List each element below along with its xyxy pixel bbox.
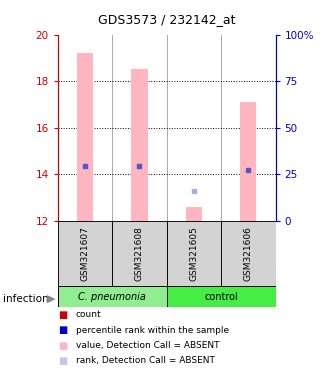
Text: ■: ■ <box>58 325 67 335</box>
Text: GSM321607: GSM321607 <box>81 226 89 281</box>
Bar <box>167 221 221 286</box>
Text: infection: infection <box>3 294 49 304</box>
Text: GSM321606: GSM321606 <box>244 226 253 281</box>
Text: C. pneumonia: C. pneumonia <box>78 291 146 302</box>
Bar <box>186 207 202 221</box>
Bar <box>58 286 167 307</box>
Bar <box>240 102 256 221</box>
Bar <box>167 286 276 307</box>
Bar <box>131 70 148 221</box>
Bar <box>112 221 167 286</box>
Text: count: count <box>76 310 102 319</box>
Bar <box>77 53 93 221</box>
Text: control: control <box>204 291 238 302</box>
Text: ■: ■ <box>58 356 67 366</box>
Text: GSM321608: GSM321608 <box>135 226 144 281</box>
Text: percentile rank within the sample: percentile rank within the sample <box>76 326 229 335</box>
Text: ▶: ▶ <box>47 294 55 304</box>
Text: value, Detection Call = ABSENT: value, Detection Call = ABSENT <box>76 341 219 350</box>
Bar <box>221 221 276 286</box>
Bar <box>58 221 112 286</box>
Text: rank, Detection Call = ABSENT: rank, Detection Call = ABSENT <box>76 356 215 366</box>
Text: ■: ■ <box>58 310 67 320</box>
Text: GSM321605: GSM321605 <box>189 226 198 281</box>
Text: GDS3573 / 232142_at: GDS3573 / 232142_at <box>98 13 235 26</box>
Text: ■: ■ <box>58 341 67 351</box>
